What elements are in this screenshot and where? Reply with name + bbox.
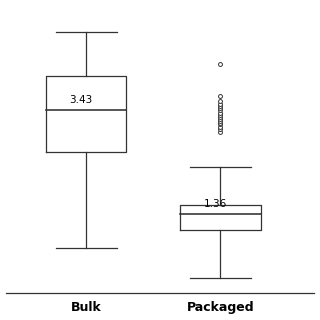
Text: 1.36: 1.36 — [204, 199, 227, 209]
Text: 3.43: 3.43 — [69, 95, 92, 105]
Polygon shape — [180, 205, 261, 230]
Polygon shape — [46, 76, 126, 152]
